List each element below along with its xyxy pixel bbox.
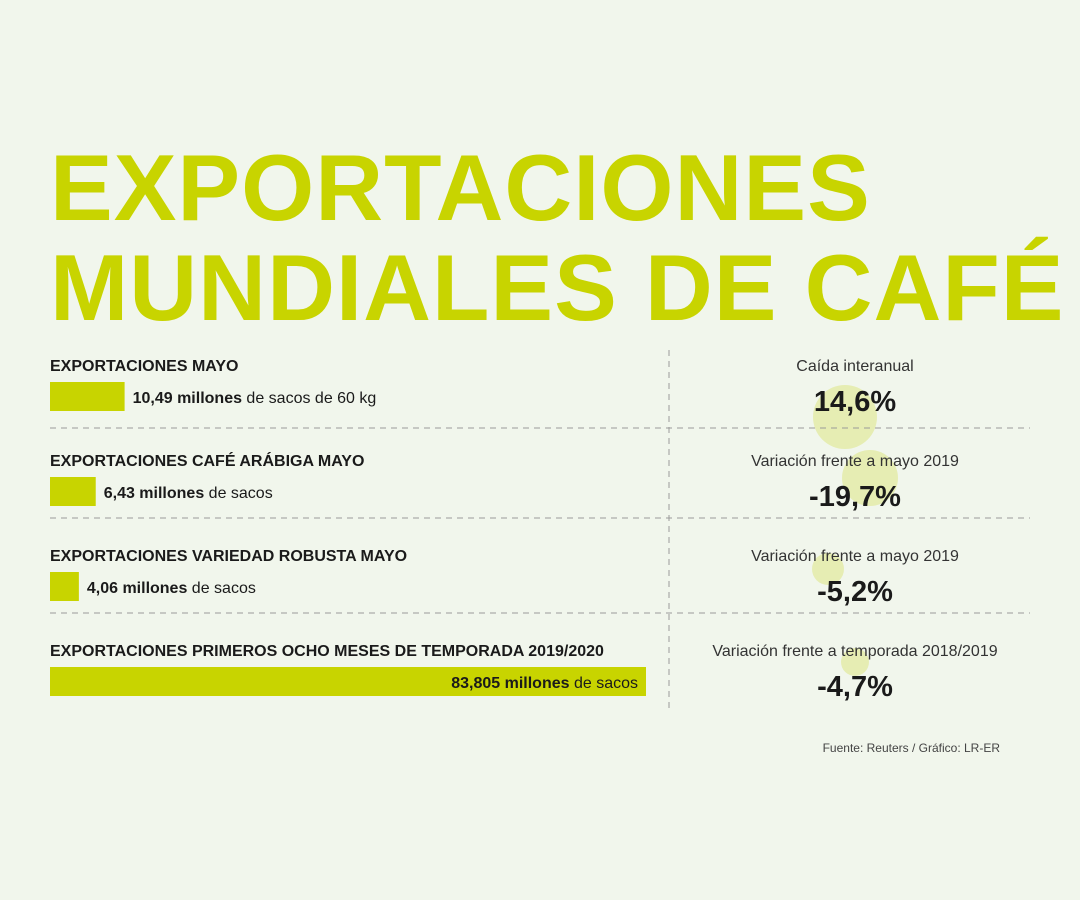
change-value: 14,6% — [814, 386, 896, 418]
bar-value-label: 10,49 millones de sacos de 60 kg — [133, 390, 377, 407]
bar-value-unit: de sacos — [204, 485, 272, 502]
bar — [50, 667, 646, 696]
title-line-2: MUNDIALES DE CAFÉ — [50, 235, 1065, 340]
change-caption: Variación frente a mayo 2019 — [751, 453, 959, 470]
row-header: EXPORTACIONES PRIMEROS OCHO MESES DE TEM… — [50, 643, 604, 660]
decor-circle — [841, 648, 869, 676]
change-caption: Variación frente a mayo 2019 — [751, 548, 959, 565]
decor-circle — [842, 450, 898, 506]
bar-value-number: 4,06 millones — [87, 580, 188, 597]
bar-value-label: 83,805 millones de sacos — [451, 675, 638, 692]
change-value: -5,2% — [817, 576, 893, 608]
row-header: EXPORTACIONES VARIEDAD ROBUSTA MAYO — [50, 548, 407, 565]
change-value: -19,7% — [809, 481, 901, 513]
row-header: EXPORTACIONES CAFÉ ARÁBIGA MAYO — [50, 451, 364, 470]
change-caption: Caída interanual — [796, 358, 913, 375]
bar-value-label: 6,43 millones de sacos — [104, 485, 273, 502]
bar — [50, 572, 79, 601]
bar-value-unit: de sacos de 60 kg — [242, 390, 376, 407]
change-caption: Variación frente a temporada 2018/2019 — [712, 643, 997, 660]
bar-value-number: 83,805 millones — [451, 675, 569, 692]
bar-value-unit: de sacos — [570, 675, 638, 692]
chart-title: EXPORTACIONES MUNDIALES DE CAFÉ — [50, 135, 1065, 340]
row-header: EXPORTACIONES MAYO — [50, 358, 238, 375]
title-line-1: EXPORTACIONES — [50, 135, 871, 240]
bar-value-number: 6,43 millones — [104, 485, 205, 502]
bar-value-number: 10,49 millones — [133, 390, 242, 407]
decor-circle — [812, 553, 844, 585]
bar-value-label: 4,06 millones de sacos — [87, 580, 256, 597]
bar-value-unit: de sacos — [187, 580, 255, 597]
source-note: Fuente: Reuters / Gráfico: LR-ER — [823, 741, 1001, 755]
bar — [50, 382, 125, 411]
bar — [50, 477, 96, 506]
decor-circle — [813, 385, 877, 449]
change-value: -4,7% — [817, 671, 893, 703]
